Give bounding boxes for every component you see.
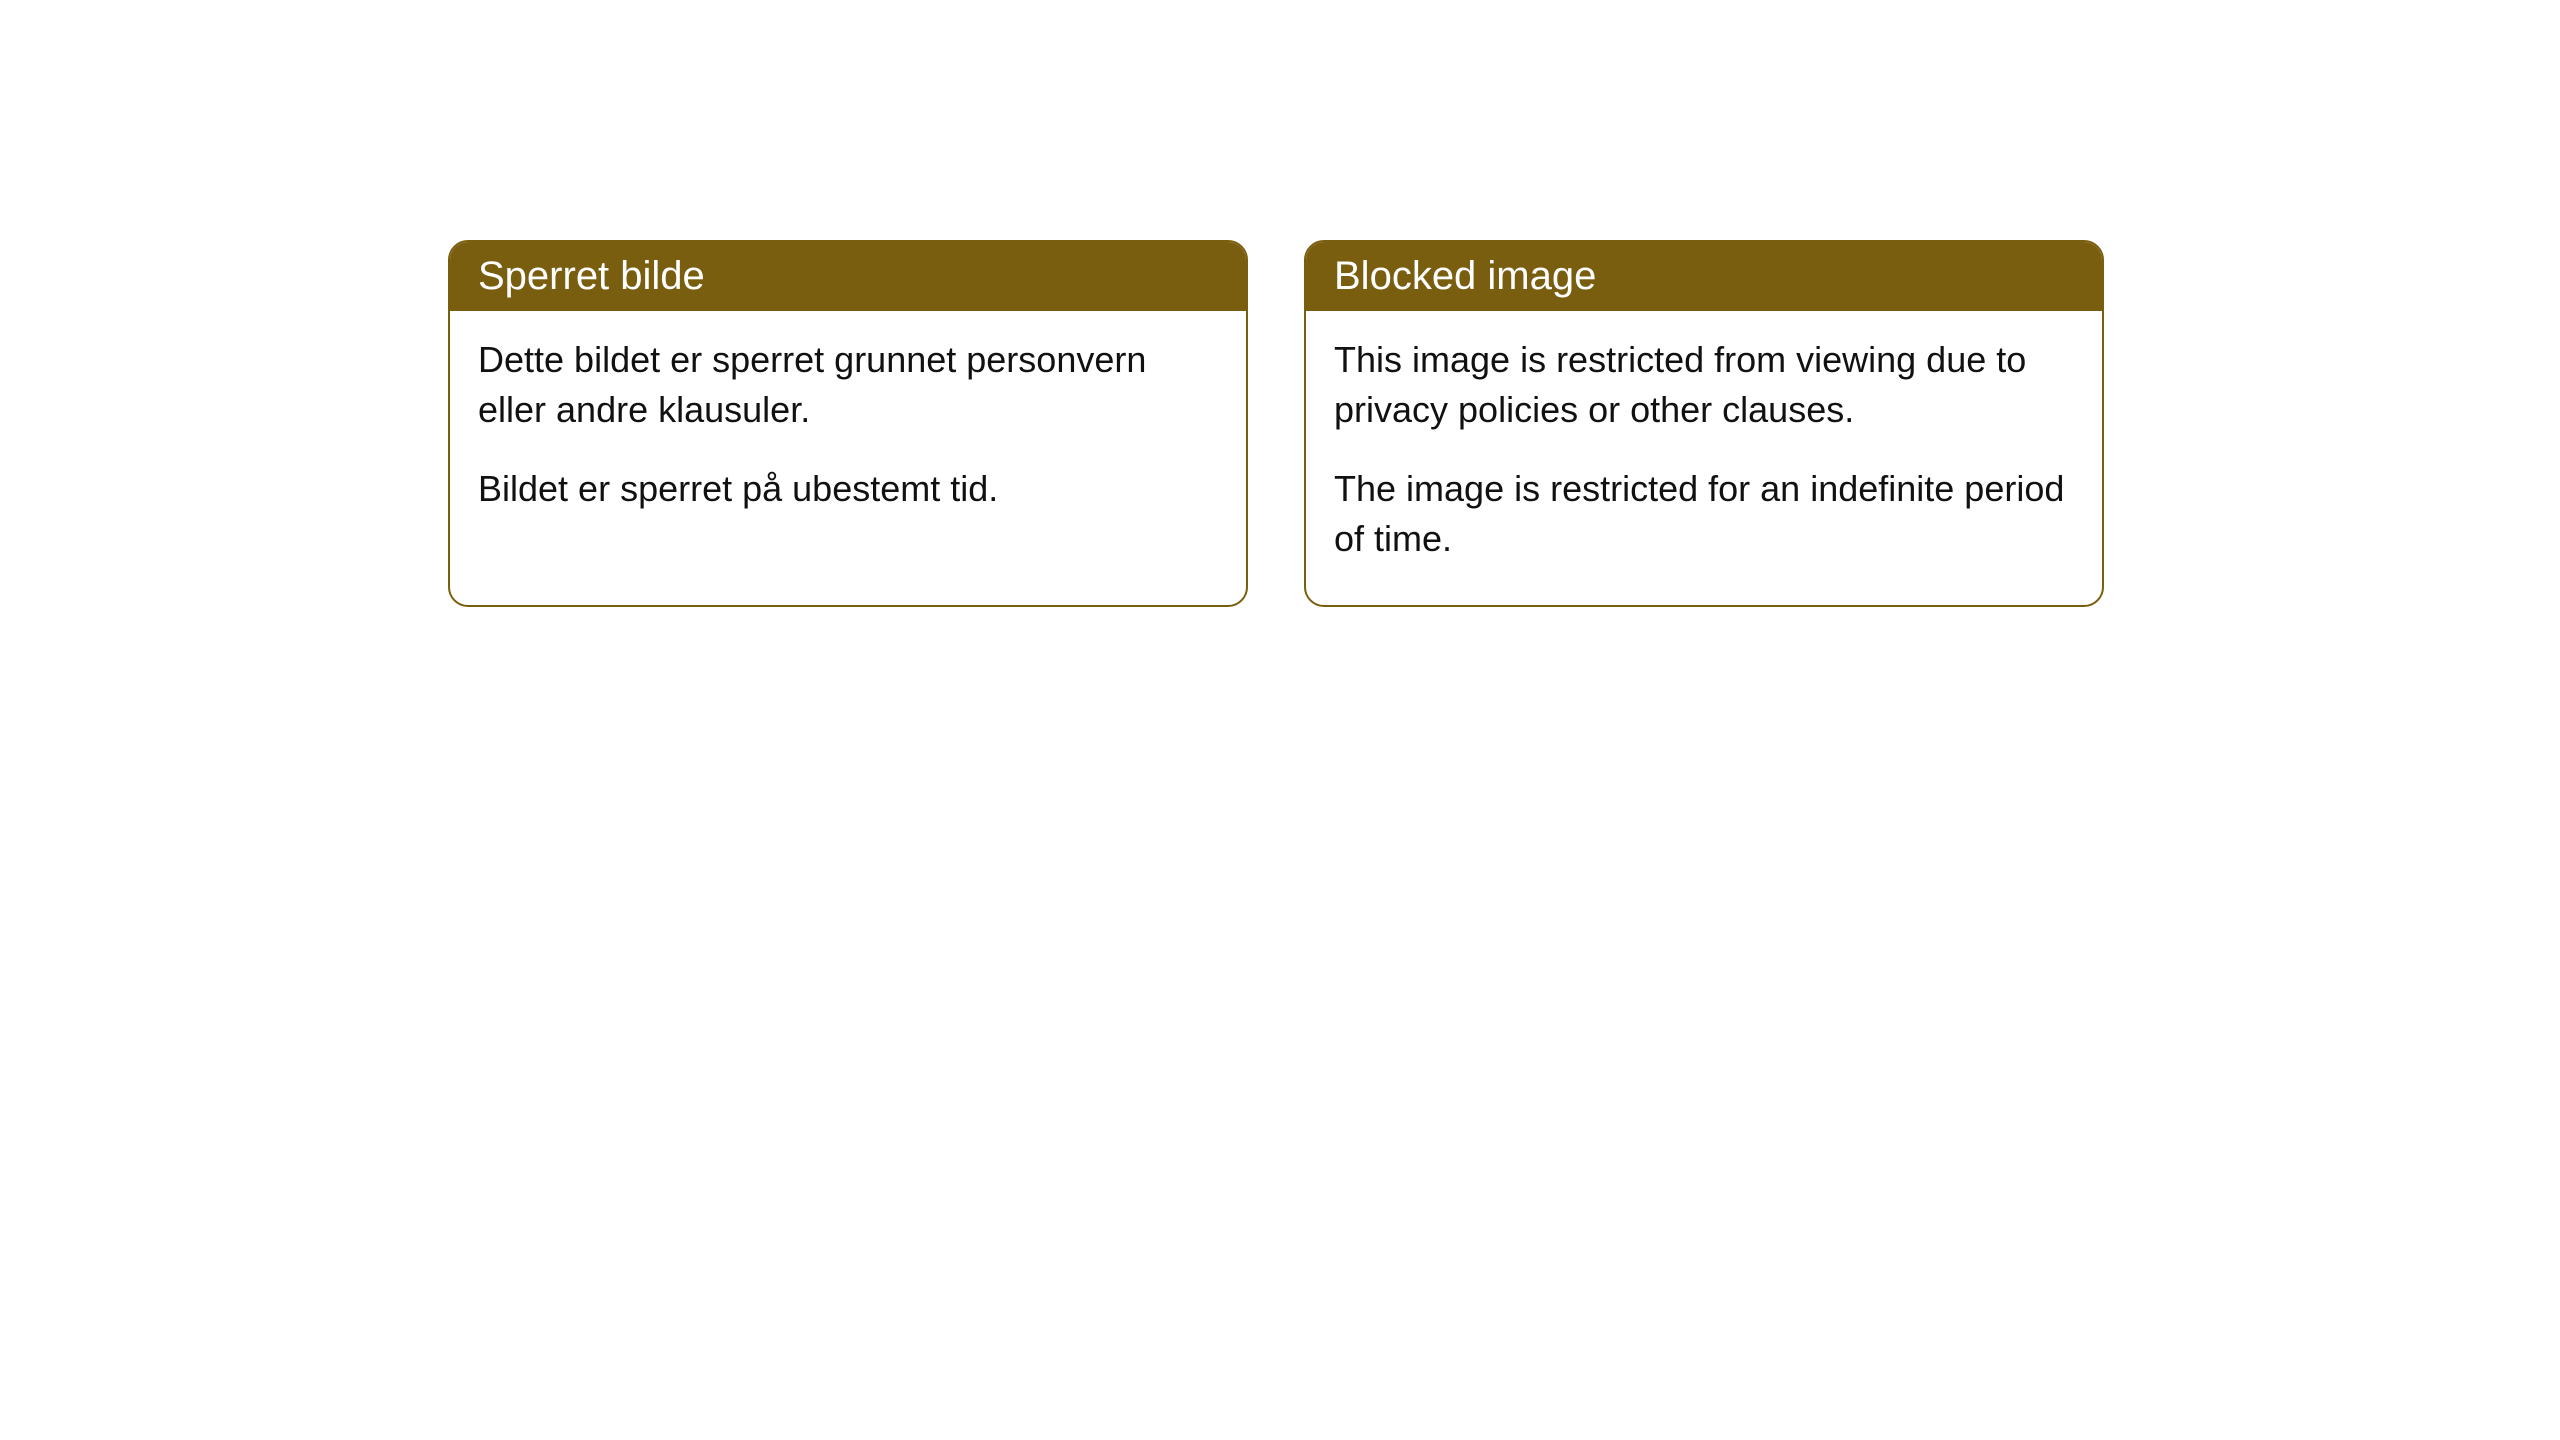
card-header-norwegian: Sperret bilde <box>450 242 1246 311</box>
card-text-english-1: This image is restricted from viewing du… <box>1334 335 2074 436</box>
card-text-norwegian-2: Bildet er sperret på ubestemt tid. <box>478 464 1218 514</box>
cards-container: Sperret bilde Dette bildet er sperret gr… <box>448 240 2560 607</box>
card-english: Blocked image This image is restricted f… <box>1304 240 2104 607</box>
card-text-english-2: The image is restricted for an indefinit… <box>1334 464 2074 565</box>
card-norwegian: Sperret bilde Dette bildet er sperret gr… <box>448 240 1248 607</box>
card-title-english: Blocked image <box>1334 254 1596 298</box>
card-body-norwegian: Dette bildet er sperret grunnet personve… <box>450 311 1246 554</box>
card-body-english: This image is restricted from viewing du… <box>1306 311 2102 605</box>
card-title-norwegian: Sperret bilde <box>478 254 705 298</box>
card-header-english: Blocked image <box>1306 242 2102 311</box>
card-text-norwegian-1: Dette bildet er sperret grunnet personve… <box>478 335 1218 436</box>
